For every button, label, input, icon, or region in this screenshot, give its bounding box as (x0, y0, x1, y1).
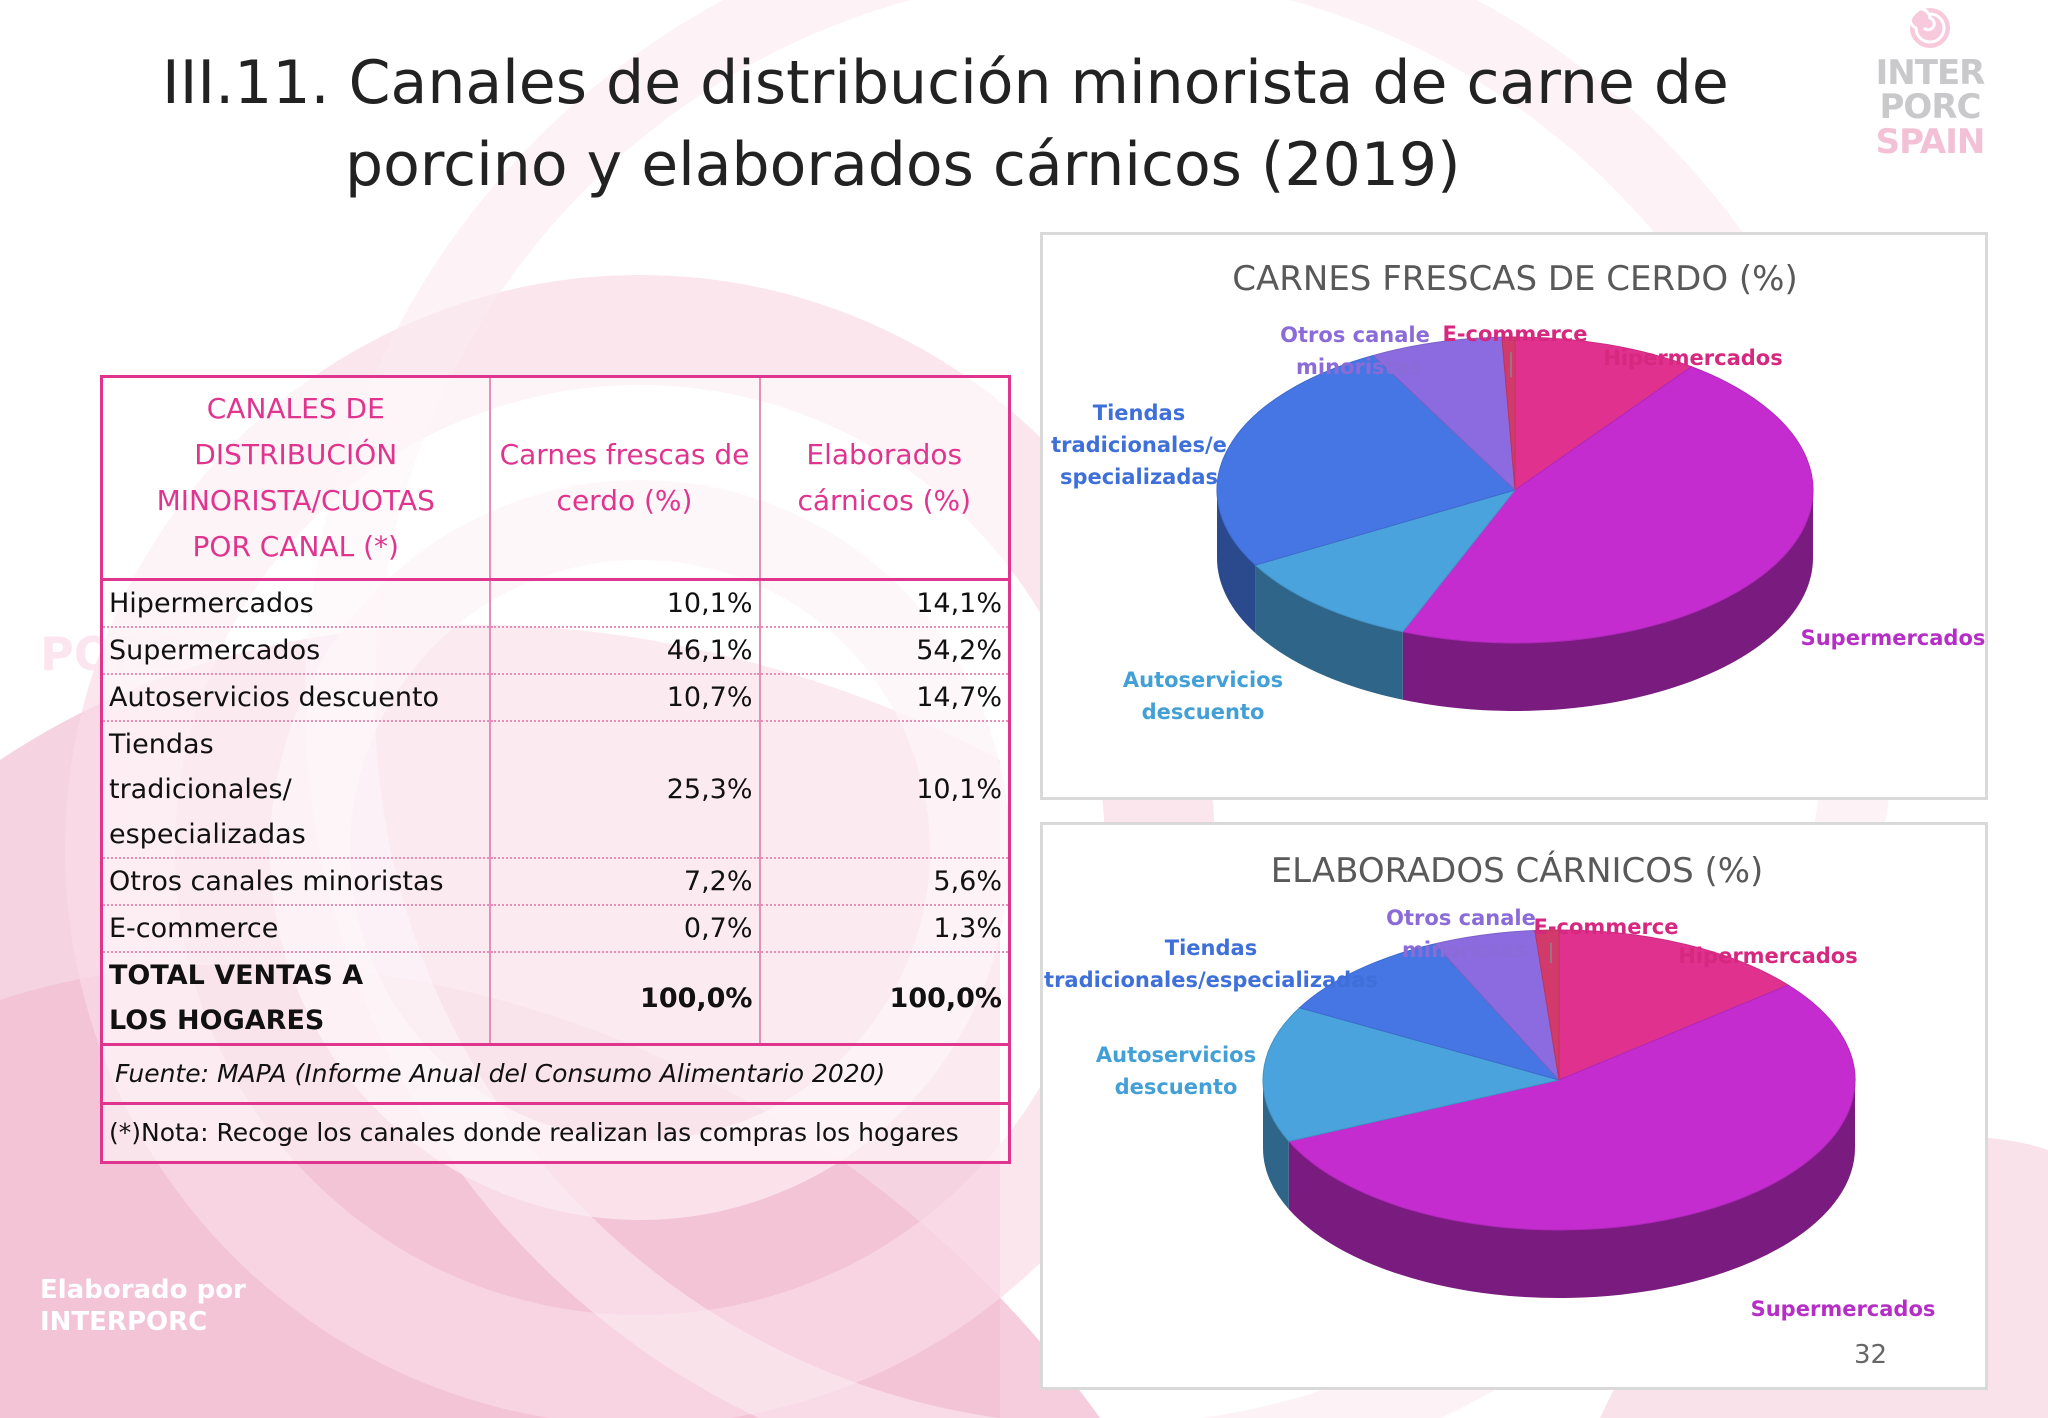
page-title-line-2: porcino y elaborados cárnicos (2019) (345, 130, 1461, 200)
pie-slice-hipermercados (1514, 336, 1693, 491)
pie-slice-otros (1372, 336, 1516, 492)
data-label-supermercados: Supermercados (1801, 626, 1985, 650)
row-processed-value: 1,3% (759, 905, 1010, 953)
pie-chart-processed-meat: ELABORADOS CÁRNICOS (%) Hipermercados Supe… (1044, 850, 1936, 1321)
table-row: Tiendas tradicionales/ especializadas 25… (101, 721, 1010, 859)
pie-slice-autoservicios (1262, 1007, 1560, 1142)
table-row: E-commerce 0,7% 1,3% (101, 905, 1010, 953)
footer-watermark-line-1: Elaborado por (40, 1275, 246, 1305)
page-title-line-1: III.11. Canales de distribución minorist… (162, 48, 1729, 118)
row-fresh-value: 25,3% (489, 721, 761, 859)
pie-side-tiendas (1217, 490, 1256, 634)
logo-text-line-3: SPAIN (1875, 122, 1986, 162)
data-label-ecommerce: E-commerce (1534, 915, 1679, 939)
row-fresh-value: 0,7% (489, 905, 761, 953)
pie-side-autoservicios (1255, 565, 1403, 700)
table-source-row: Fuente: MAPA (Informe Anual del Consumo … (101, 1043, 1010, 1105)
logo-text-line-1: INTER (1875, 53, 1986, 93)
pie-slice-tiendas (1298, 943, 1561, 1081)
chart-panel-fresh-pork: CARNES FRESCAS DE CERDO (%) Hipermercados… (1040, 232, 1988, 800)
table-note-row: (*)Nota: Recoge los canales donde realiz… (102, 1104, 1010, 1163)
total-label: TOTAL VENTAS A LOS HOGARES (101, 952, 491, 1045)
row-channel: Autoservicios descuento (101, 674, 491, 722)
table-total-row: TOTAL VENTAS A LOS HOGARES 100,0% 100,0% (101, 952, 1010, 1045)
data-label-supermercados: Supermercados (1751, 1297, 1936, 1321)
pie-slice-tiendas (1216, 354, 1516, 566)
pie-slice-ecommerce (1534, 929, 1560, 1081)
header-processed-meat: Elaborados cárnicos (%) (759, 376, 1010, 581)
pie-slice-supermercados (1401, 366, 1814, 644)
table-row: Hipermercados 10,1% 14,1% (101, 579, 1010, 628)
pie-side-supermercados (1402, 490, 1813, 711)
pie-side-walls (1217, 490, 1813, 711)
row-processed-value: 5,6% (759, 858, 1010, 906)
table-header-row: CANALES DE DISTRIBUCIÓN MINORISTA/CUOTAS… (101, 376, 1010, 581)
row-processed-value: 10,1% (759, 721, 1010, 859)
table-row: Otros canales minoristas 7,2% 5,6% (101, 858, 1010, 906)
table-row: Supermercados 46,1% 54,2% (101, 627, 1010, 675)
row-processed-value: 14,1% (759, 579, 1010, 628)
row-processed-value: 54,2% (759, 627, 1010, 675)
row-fresh-value: 10,7% (489, 674, 761, 722)
chart-title: ELABORADOS CÁRNICOS (%) (1271, 850, 1764, 891)
total-processed-value: 100,0% (889, 982, 1002, 1014)
total-fresh-value: 100,0% (489, 952, 761, 1045)
data-label-hipermercados: Hipermercados (1678, 944, 1857, 968)
pie-slice-autoservicios (1254, 489, 1517, 633)
distribution-table: CANALES DE DISTRIBUCIÓN MINORISTA/CUOTAS… (100, 375, 1011, 1164)
data-label-otros: Otros canale minoristas (1280, 323, 1430, 379)
row-fresh-value: 7,2% (489, 858, 761, 906)
header-fresh-pork: Carnes frescas de cerdo (%) (489, 376, 761, 581)
data-label-otros: Otros canale minoristas (1386, 906, 1536, 962)
row-channel: E-commerce (101, 905, 491, 953)
footer-watermark: Elaborado por INTERPORC (40, 1274, 246, 1338)
data-label-autoservicios: Autoservicios descuento (1096, 1043, 1256, 1099)
data-label-autoservicios: Autoservicios descuento (1123, 668, 1283, 724)
row-channel: Hipermercados (101, 579, 491, 628)
pie-chart-fresh-pork: CARNES FRESCAS DE CERDO (%) Hipermercados… (1051, 259, 1985, 724)
table-note: (*)Nota: Recoge los canales donde realiz… (109, 1118, 959, 1147)
row-channel: Tiendas tradicionales/ especializadas (101, 721, 491, 859)
pie-side-supermercados (1288, 1080, 1855, 1298)
page-number: 32 (1854, 1340, 1888, 1370)
footer-watermark-line-2: INTERPORC (40, 1307, 208, 1337)
pie-slice-hipermercados (1558, 929, 1790, 1081)
row-fresh-value: 46,1% (489, 627, 761, 675)
pie-slice-supermercados (1287, 984, 1856, 1231)
chart-panel-processed-meat: ELABORADOS CÁRNICOS (%) Hipermercados Supe… (1040, 822, 1988, 1390)
header-channel: CANALES DE DISTRIBUCIÓN MINORISTA/CUOTAS… (101, 376, 491, 581)
row-processed-value: 14,7% (759, 674, 1010, 722)
data-label-hipermercados: Hipermercados (1603, 346, 1782, 370)
interporc-logo: INTER PORC SPAIN (1860, 4, 2000, 174)
table-source: Fuente: MAPA (Informe Anual del Consumo … (101, 1043, 1010, 1105)
chart-title: CARNES FRESCAS DE CERDO (%) (1232, 259, 1797, 299)
row-channel: Supermercados (101, 627, 491, 675)
logo-text-line-2: PORC (1879, 87, 1982, 127)
row-channel: Otros canales minoristas (101, 858, 491, 906)
table-row: Autoservicios descuento 10,7% 14,7% (101, 674, 1010, 722)
swirl-icon (1908, 7, 1950, 48)
row-fresh-value: 10,1% (489, 579, 761, 628)
data-label-ecommerce: E-commerce (1443, 322, 1588, 346)
